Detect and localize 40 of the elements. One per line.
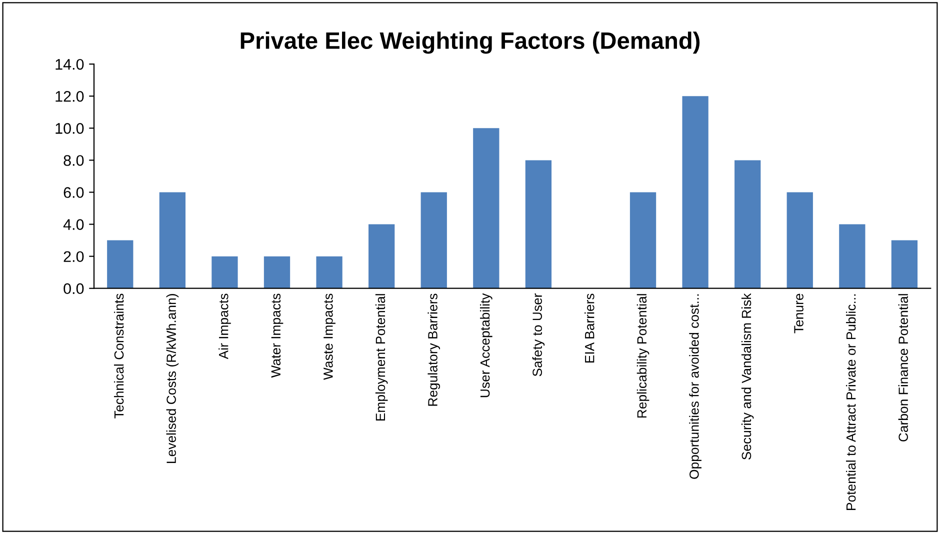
bar <box>891 240 918 288</box>
y-tick-label: 8.0 <box>64 155 84 166</box>
x-tick-label: Employment Potential <box>375 294 388 420</box>
y-tick-label: 0.0 <box>64 283 84 294</box>
bar <box>525 160 552 288</box>
bar <box>420 192 447 288</box>
x-tick-label: Replicability Potential <box>636 294 650 418</box>
y-tick-label: 2.0 <box>64 251 84 262</box>
bar <box>786 192 813 288</box>
x-tick-label: Tenure <box>794 294 804 334</box>
x-tick-label: Levelised Costs (R/kWh.ann) <box>166 294 179 463</box>
bar <box>630 192 656 288</box>
x-tick-label: Carbon Finance Potential <box>898 294 908 442</box>
x-tick-label: Potential to Attract Private or Public... <box>846 294 856 510</box>
chart-title: Private Elec Weighting Factors (Demand) <box>240 32 700 54</box>
bar <box>316 256 342 288</box>
y-tick-label: 10.0 <box>56 123 84 134</box>
bar <box>159 192 186 288</box>
x-tick-label: Waste Impacts <box>324 294 336 380</box>
x-tick-label: Air Impacts <box>218 294 231 360</box>
x-tick-label: User Acceptability <box>480 293 492 398</box>
x-tick-label: Technical Constraints <box>114 294 124 418</box>
y-tick-label: 6.0 <box>64 187 84 198</box>
x-tick-label: Regulatory Barriers <box>428 294 440 406</box>
x-tick-label: EIA Barriers <box>584 294 594 363</box>
bar <box>839 224 866 288</box>
y-tick-label: 14.0 <box>56 58 84 70</box>
x-tick-label: Opportunities for avoided cost... <box>689 294 702 479</box>
y-tick-label: 12.0 <box>56 90 84 102</box>
bar <box>734 160 761 288</box>
x-tick-label: Water Impacts <box>271 294 284 378</box>
bar <box>682 96 708 288</box>
bar <box>212 256 238 288</box>
bar <box>473 128 500 288</box>
bar <box>264 256 290 288</box>
bar <box>107 240 134 288</box>
y-tick-label: 4.0 <box>63 219 84 230</box>
x-tick-label: Security and Vandalism Risk <box>741 293 754 460</box>
x-tick-label: Safety to User <box>532 293 545 376</box>
bar <box>368 224 395 288</box>
